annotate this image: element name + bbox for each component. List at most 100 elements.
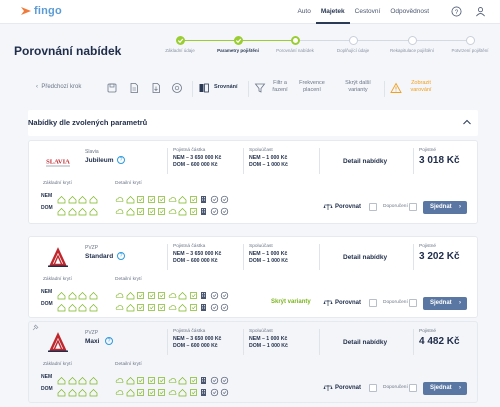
nav-majetek[interactable]: Majetek [315,0,350,24]
arrange-button[interactable]: Sjednat › [423,201,467,214]
hide-more-variants-button[interactable]: Skrýt další varianty [345,80,371,93]
house-coverage-icon [126,203,135,221]
recommend-checkbox[interactable] [409,384,417,392]
compare-checkbox[interactable] [369,299,377,307]
chevron-right-icon: › [459,204,461,210]
weather-coverage-icon [115,287,124,305]
svg-text:?: ? [455,9,459,16]
compare-checkbox[interactable] [369,384,377,392]
step-1[interactable]: Základní údaje [150,36,210,54]
payment-frequency-button[interactable]: Frekvence placení [299,80,325,93]
house-coverage-icon [178,372,187,390]
step-2[interactable]: Parametry pojištění [208,36,268,54]
contact-icon[interactable] [171,82,183,94]
nav-auto[interactable]: Auto [297,8,311,15]
section-title: Nabídky dle zvolených parametrů [28,118,148,127]
insurer-name: PVZP [85,245,99,251]
weather-coverage-icon [168,372,177,390]
step-label: Potvrzení pojištění [451,48,489,53]
assistance-badge-icon [210,203,219,221]
fingo-logo[interactable]: fingo [20,5,62,17]
column-divider [413,148,414,174]
basic-coverage-icons-nem [57,191,98,209]
weather-coverage-icon [168,287,177,305]
chevron-right-icon: › [459,385,461,391]
insurer-name: Slavia [85,149,99,155]
scales-icon [323,204,333,210]
recommend-checkbox[interactable] [409,299,417,307]
assistance-badge-icon [210,191,219,209]
sum-insured-nem: NEM – 3 650 000 Kč [173,251,222,257]
info-icon[interactable]: ? [117,252,125,260]
coverage-check-icon [147,203,156,221]
nav-odpovednost[interactable]: Odpovědnost [390,8,429,15]
deductible-dom: DOM – 1 000 Kč [249,343,288,349]
recommend-checkbox[interactable] [409,203,417,211]
pdf-download-icon[interactable] [150,82,162,94]
floppy-disk-icon[interactable] [106,82,118,94]
info-icon[interactable]: ? [117,156,125,164]
info-icon[interactable]: ? [105,337,113,345]
detailed-coverage-icons-nem [115,191,229,209]
column-divider [167,329,168,355]
house-coverage-icon [78,372,87,390]
offer-detail-link[interactable]: Detail nabídky [343,254,388,261]
arrange-button[interactable]: Sjednat › [423,382,467,395]
deductible-nem: NEM – 1 000 Kč [249,155,288,161]
detailed-coverage-label: Detailní krytí [115,362,142,367]
column-divider [319,244,320,270]
pin-icon[interactable] [31,324,39,332]
show-warnings-button[interactable]: Zobrazit varování [410,80,432,93]
premium-label: Pojistné [419,329,437,334]
offer-detail-link[interactable]: Detail nabídky [343,339,388,346]
back-button[interactable]: ‹ Předchozí krok [36,84,82,90]
house-coverage-icon [68,191,77,209]
compare-label: Porovnat [335,385,362,391]
dom-row-label: DOM [41,205,53,211]
detailed-coverage-label: Detailní krytí [115,277,142,282]
deductible-label: Spoluúčast [249,329,273,334]
building-icon [199,287,208,305]
pvzp-logo [48,332,68,352]
coverage-check-icon [189,384,198,402]
recommend-label: Doporučení [383,204,408,209]
nav-cestovni[interactable]: Cestovní [354,8,381,15]
step-label: Základní údaje [165,48,195,53]
coverage-check-icon [189,191,198,209]
offer-card: PVZP Standard ? Pojistná částka NEM – 3 … [28,236,478,318]
step-4: Doplňující údaje [323,36,383,54]
house-coverage-icon [68,287,77,305]
house-coverage-icon [89,203,98,221]
assistance-badge-icon [210,299,219,317]
offers-section-header[interactable]: Nabídky dle zvolených parametrů [28,110,478,136]
sum-insured-dom: DOM – 600 000 Kč [173,162,218,168]
house-coverage-icon [89,191,98,209]
user-icon[interactable] [475,6,486,17]
weather-coverage-icon [168,384,177,402]
step-label: Porovnání nabídek [276,48,314,53]
house-coverage-icon [178,191,187,209]
offer-detail-link[interactable]: Detail nabídky [343,158,388,165]
compare-label: Porovnat [335,204,362,210]
weather-coverage-icon [115,203,124,221]
warning-icon[interactable] [390,82,402,94]
hide-variants-link[interactable]: Skrýt varianty [271,299,311,305]
house-coverage-icon [126,287,135,305]
compare-checkbox[interactable] [369,203,377,211]
document-icon[interactable] [128,82,140,94]
step-5: Rekapitulace pojištění [382,36,442,54]
chevron-up-icon[interactable] [462,118,472,126]
help-circle-icon[interactable]: ? [451,6,462,17]
compare-columns-icon[interactable] [198,82,210,94]
house-coverage-icon [178,203,187,221]
column-divider [167,244,168,270]
step-label: Doplňující údaje [336,48,370,53]
house-coverage-icon [57,287,66,305]
assistance-badge-icon [220,203,229,221]
filter-sort-button[interactable]: Filtr a řazení [272,80,288,93]
compare-tab[interactable]: Srovnání [214,84,238,90]
filter-icon[interactable] [254,82,266,94]
house-coverage-icon [78,299,87,317]
coverage-check-icon [189,372,198,390]
arrange-button[interactable]: Sjednat › [423,297,467,310]
